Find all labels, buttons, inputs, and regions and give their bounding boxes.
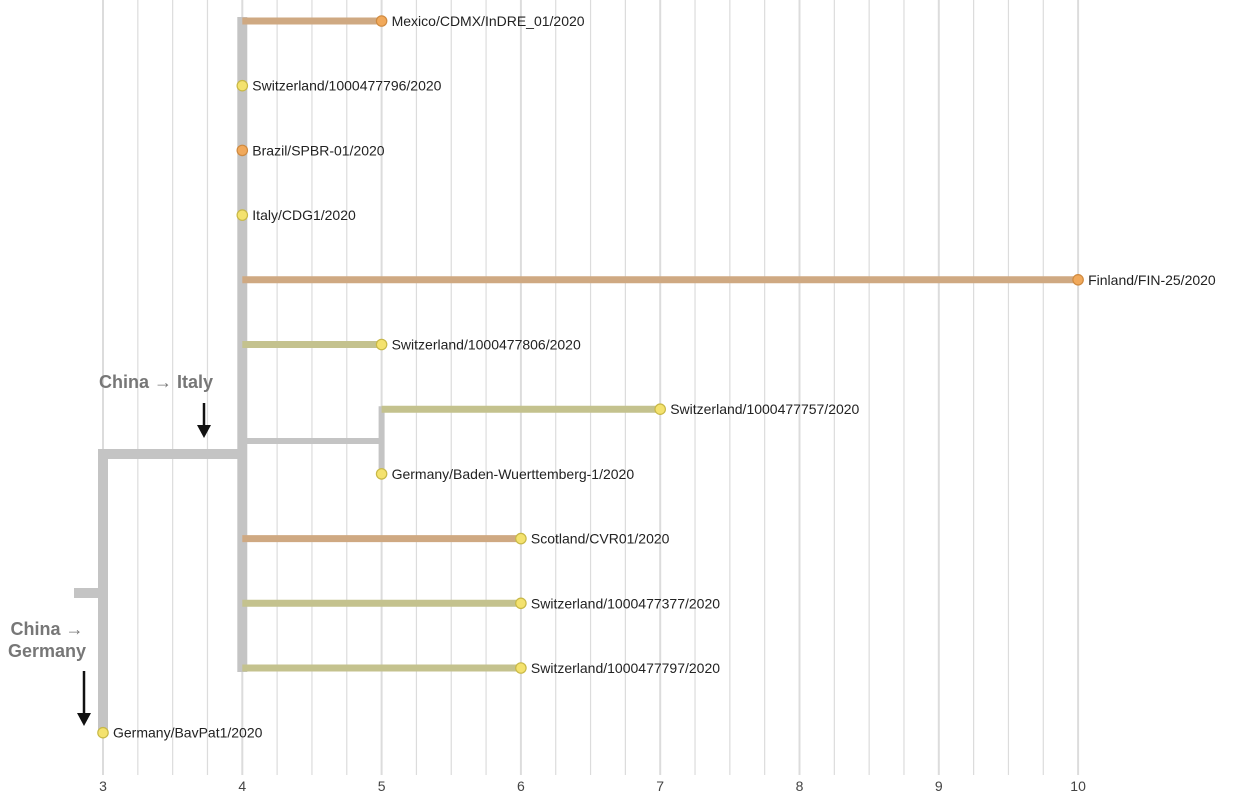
x-axis-ticks: 3 4 5 6 7 8 9 10	[99, 778, 1086, 794]
arrow-down-icon	[197, 403, 211, 438]
annotation-china-italy: China → Italy	[99, 372, 213, 392]
tip-node[interactable]	[375, 338, 388, 351]
tip-label: Scotland/CVR01/2020	[531, 531, 670, 547]
tree-branches	[74, 17, 1079, 733]
tip-label: Mexico/CDMX/InDRE_01/2020	[392, 13, 585, 29]
x-tick-label: 3	[99, 778, 107, 794]
tip-label: Switzerland/1000477757/2020	[670, 401, 859, 417]
x-tick-label: 5	[378, 778, 386, 794]
tip-node[interactable]	[97, 726, 109, 739]
tip-node[interactable]	[515, 532, 527, 545]
x-tick-label: 10	[1070, 778, 1086, 794]
x-tick-label: 8	[796, 778, 804, 794]
annotation-china-germany-line2: Germany	[8, 641, 86, 661]
tip-nodes: Mexico/CDMX/InDRE_01/2020 Switzerland/100…	[97, 13, 1216, 741]
tip-node[interactable]	[654, 403, 666, 415]
x-tick-label: 9	[935, 778, 943, 794]
x-tick-label: 6	[517, 778, 525, 794]
tip-node[interactable]	[1072, 273, 1084, 286]
tip-label: Switzerland/1000477377/2020	[531, 595, 720, 611]
tip-label: Germany/BavPat1/2020	[113, 725, 263, 741]
annotation-china-germany-line1: China →	[10, 619, 83, 639]
grid-lines	[102, 0, 1080, 775]
arrow-down-icon	[77, 671, 91, 726]
tip-node[interactable]	[515, 597, 527, 610]
tip-label: Germany/Baden-Wuerttemberg-1/2020	[392, 466, 635, 482]
tip-node[interactable]	[375, 468, 388, 480]
tip-label: Finland/FIN-25/2020	[1088, 272, 1216, 288]
tip-label: Brazil/SPBR-01/2020	[252, 142, 385, 158]
tip-label: Italy/CDG1/2020	[252, 207, 356, 223]
tip-label: Switzerland/1000477797/2020	[531, 660, 720, 676]
tip-label: Switzerland/1000477806/2020	[392, 337, 581, 353]
x-tick-label: 7	[656, 778, 664, 794]
tip-node[interactable]	[236, 79, 249, 92]
x-tick-label: 4	[238, 778, 246, 794]
tip-node[interactable]	[236, 209, 249, 221]
tip-node[interactable]	[515, 662, 527, 674]
tip-node[interactable]	[236, 144, 249, 157]
tip-label: Switzerland/1000477796/2020	[252, 78, 441, 94]
tip-node[interactable]	[375, 15, 388, 27]
